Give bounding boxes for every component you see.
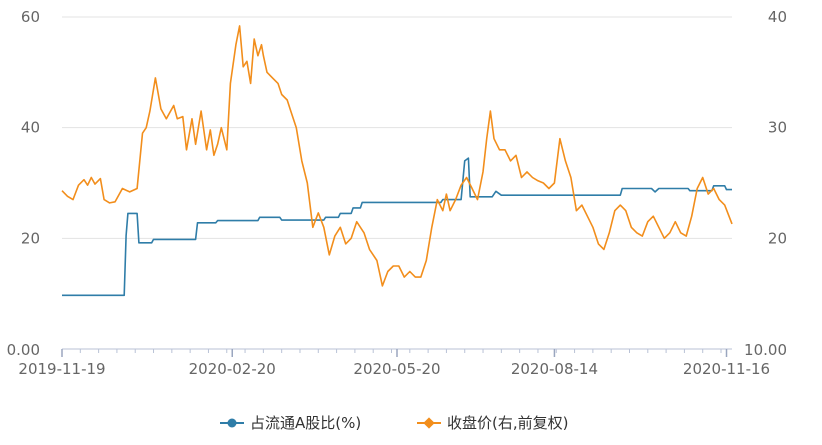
float-share-ratio-line bbox=[62, 157, 732, 297]
close-price-line bbox=[61, 25, 733, 287]
y-left-tick-label: 20 bbox=[21, 229, 40, 247]
legend-marker bbox=[423, 417, 435, 429]
y-right-tick-label: 40 bbox=[768, 8, 787, 26]
y-left-tick-label: 40 bbox=[21, 119, 40, 137]
x-tick-label: 2020-05-20 bbox=[353, 360, 440, 378]
legend-label: 收盘价(右,前复权) bbox=[447, 414, 568, 432]
legend-marker bbox=[227, 418, 237, 428]
legend[interactable]: 占流通A股比(%) 收盘价(右,前复权) bbox=[220, 414, 568, 432]
y-axis-right: 10.00 20 30 40 bbox=[744, 8, 787, 359]
y-left-tick-label: 0.00 bbox=[7, 341, 40, 359]
legend-item[interactable]: 占流通A股比(%) bbox=[220, 414, 361, 432]
x-tick-label: 2020-02-20 bbox=[189, 360, 276, 378]
legend-item[interactable]: 收盘价(右,前复权) bbox=[417, 414, 568, 432]
x-tick-label: 2020-08-14 bbox=[511, 360, 598, 378]
y-axis-left: 0.00 20 40 60 bbox=[7, 8, 40, 359]
series-lines bbox=[61, 25, 733, 297]
x-tick-label: 2020-11-16 bbox=[683, 360, 770, 378]
y-right-tick-label: 20 bbox=[768, 229, 787, 247]
legend-label: 占流通A股比(%) bbox=[250, 414, 361, 432]
y-right-tick-label: 10.00 bbox=[744, 341, 787, 359]
y-left-tick-label: 60 bbox=[21, 8, 40, 26]
grid-lines bbox=[62, 16, 732, 239]
x-tick-label: 2019-11-19 bbox=[18, 360, 105, 378]
x-axis: 2019-11-19 2020-02-20 2020-05-20 2020-08-14… bbox=[18, 348, 770, 378]
y-right-tick-label: 30 bbox=[768, 119, 787, 137]
